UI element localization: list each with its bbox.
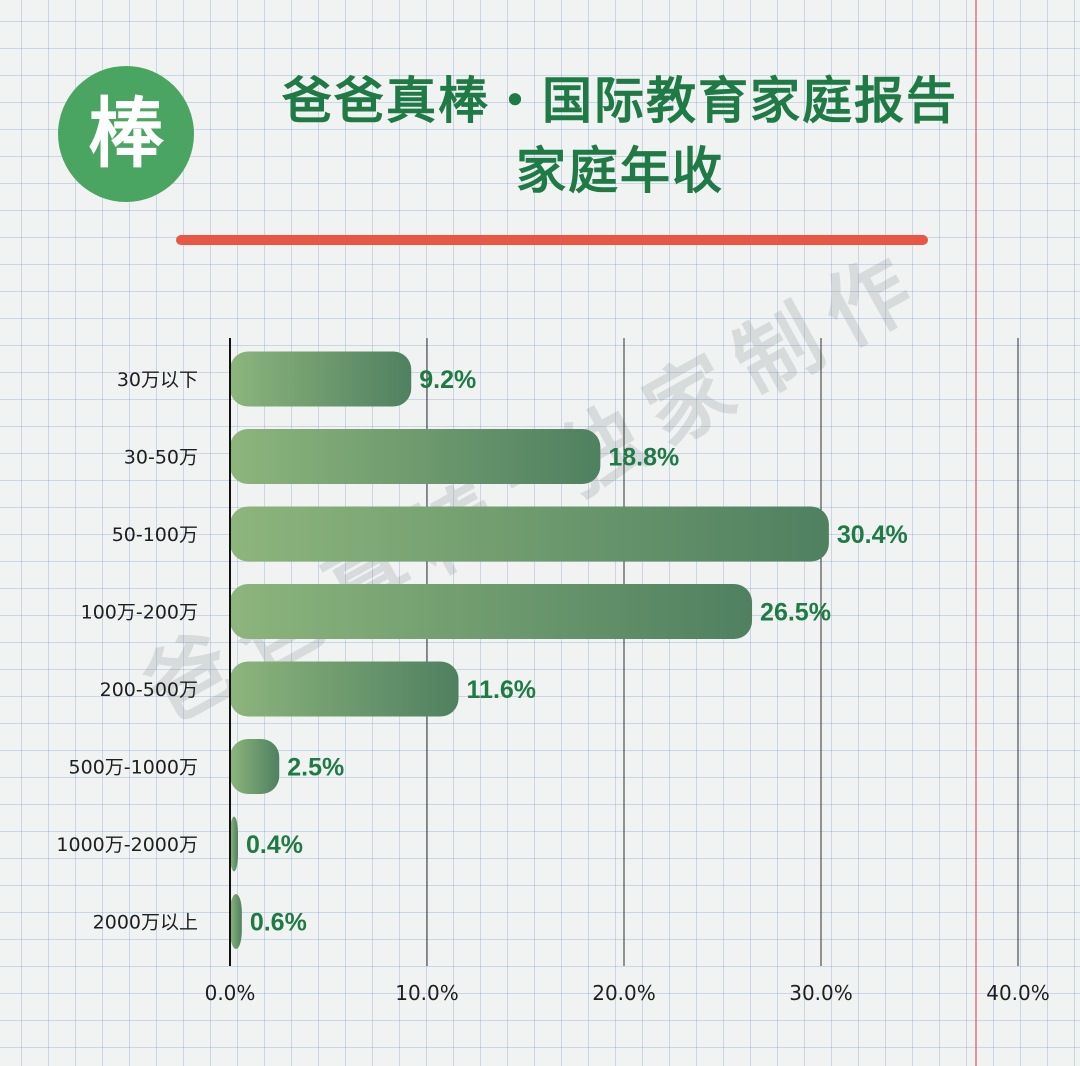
logo-icon: 棒 bbox=[58, 66, 194, 202]
category-label: 200-500万 bbox=[100, 679, 198, 701]
title-underline bbox=[176, 235, 928, 245]
x-axis-ticks: 0.0% 10.0% 20.0% 30.0% 40.0% bbox=[205, 981, 1050, 1005]
page-subtitle: 家庭年收 bbox=[516, 142, 724, 200]
bar-value-label: 0.6% bbox=[250, 909, 307, 937]
bar bbox=[230, 429, 601, 484]
bar bbox=[230, 739, 280, 794]
paper-margin-line bbox=[975, 0, 977, 1066]
bar-value-label: 18.8% bbox=[608, 444, 679, 472]
bar bbox=[230, 894, 242, 949]
bar bbox=[230, 506, 829, 562]
category-label: 50-100万 bbox=[112, 524, 198, 546]
bar-value-label: 2.5% bbox=[287, 754, 344, 782]
bar-value-label: 30.4% bbox=[837, 521, 908, 549]
category-label: 100万-200万 bbox=[81, 602, 198, 624]
bar bbox=[230, 351, 412, 407]
category-label: 30万以下 bbox=[117, 369, 198, 391]
bar bbox=[230, 584, 753, 639]
category-labels: 30万以下 30-50万 50-100万 100万-200万 200-500万 500万-… bbox=[56, 369, 198, 934]
bar-value-label: 11.6% bbox=[467, 676, 537, 704]
bar-chart: 9.2% 18.8% 30.4% 26.5% 11.6% 2.5% 0.4% 0.6% 30万… bbox=[56, 338, 1050, 1005]
bar-value-label: 26.5% bbox=[760, 599, 831, 627]
bar bbox=[230, 816, 238, 872]
category-label: 30-50万 bbox=[124, 447, 198, 469]
bars bbox=[230, 351, 829, 949]
x-tick-label: 30.0% bbox=[789, 981, 853, 1005]
category-label: 500万-1000万 bbox=[69, 757, 198, 779]
category-label: 1000万-2000万 bbox=[56, 834, 198, 856]
category-label: 2000万以上 bbox=[93, 912, 198, 934]
x-tick-label: 0.0% bbox=[205, 981, 256, 1005]
value-labels: 9.2% 18.8% 30.4% 26.5% 11.6% 2.5% 0.4% 0.6% bbox=[246, 366, 908, 937]
bar-value-label: 0.4% bbox=[246, 831, 303, 859]
x-tick-label: 20.0% bbox=[592, 981, 656, 1005]
page-title: 爸爸真棒・国际教育家庭报告 bbox=[282, 72, 958, 130]
bar bbox=[230, 661, 459, 717]
bar-value-label: 9.2% bbox=[419, 366, 476, 394]
x-tick-label: 10.0% bbox=[395, 981, 459, 1005]
x-tick-label: 40.0% bbox=[986, 981, 1050, 1005]
